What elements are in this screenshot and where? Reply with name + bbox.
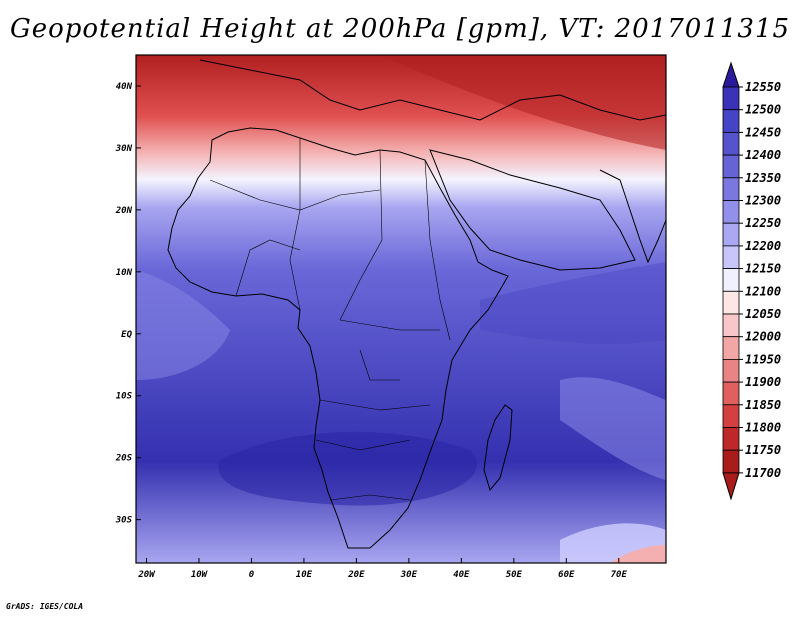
blue-low-south [218,431,478,506]
colorbar-label: 12550 [745,80,781,94]
map-title: Geopotential Height at 200hPa [gpm], VT:… [9,14,791,44]
colorbar-box [722,381,740,406]
lat-tick-label: 20N [115,206,133,216]
colorbar-label: 11750 [745,443,781,457]
colorbar-label: 12500 [745,103,781,117]
border-line [315,439,411,451]
border-line [339,149,383,321]
colorbar-label: 12450 [745,125,781,139]
colorbar-box [722,404,740,428]
country-borders [209,138,451,501]
colorbar-label: 12200 [745,239,781,253]
lat-tick-label: 20S [115,454,133,464]
lon-tick-label: 0 [249,570,255,580]
colorbar-label: 11800 [745,421,781,435]
pink-corner-se [610,545,666,563]
colorbar-box [722,358,740,383]
colorbar-label: 12350 [745,171,781,185]
colorbar: 12550 12500 12450 12400 12350 12300 12250 12200… [722,61,781,501]
colorbar-box [722,268,740,292]
arabia-coast [429,149,636,271]
colorbar-box [722,154,740,179]
colorbar-box [722,290,740,315]
colorbar-top-arrow [722,61,740,88]
colorbar-label: 11700 [745,466,781,480]
colorbar-label: 11900 [745,375,781,389]
colorbar-box [722,109,740,133]
lon-tick-label: 60E [558,570,575,580]
border-line [424,159,451,341]
lat-tick-label: 40N [116,82,133,92]
colorbar-bottom-arrow [722,472,740,501]
border-line [339,319,440,331]
lat-tick-label: 30N [115,144,133,154]
lon-tick-label: 10W [191,570,209,580]
colorbar-label: 11850 [745,398,781,412]
colorbar-label: 12100 [745,284,781,298]
colorbar-label: 12400 [745,148,781,162]
colorbar-box [722,245,740,269]
colorbar-box [722,222,740,247]
border-line [289,138,301,311]
coastlines [167,59,666,549]
map-panel: 20W 10W 0 10E 20E 30E 40E 50E 60E 70E 40N 30N 20N 10… [115,54,667,580]
lat-tick-label: 10S [116,392,133,402]
colorbar-box [722,86,740,111]
lon-tick-label: 20W [137,570,156,580]
colorbar-label: 11950 [745,352,781,366]
colorbar-box [722,427,740,451]
colorbar-label: 12000 [745,330,781,344]
blue-band-east [480,262,666,345]
europe-coast [199,59,666,121]
lat-tick-label: 10N [116,268,133,278]
colorbar-label: 12300 [745,194,781,208]
light-pocket-west [136,270,230,380]
africa-coastline [167,127,509,549]
lon-tick-label: 10E [296,570,313,580]
field-overlays [136,55,666,563]
colorbar-label: 12150 [745,262,781,276]
lon-tick-label: 50E [506,570,523,580]
madagascar-coast [483,404,513,492]
red-lobe-east [380,55,666,150]
colorbar-box [722,177,740,201]
grads-credit: GrADS: IGES/COLA [6,602,84,611]
colorbar-label: 12250 [745,216,781,230]
map-frame [135,54,667,564]
colorbar-box [722,200,740,224]
longitude-ticks: 20W 10W 0 10E 20E 30E 40E 50E 60E 70E [137,558,627,580]
lon-tick-label: 40E [453,570,470,580]
border-line [359,349,400,381]
border-line [235,239,301,297]
colorbar-box [722,449,740,474]
lon-tick-label: 20E [347,570,365,580]
india-coast [599,169,666,264]
colorbar-box [722,336,740,360]
latitude-ticks: 40N 30N 20N 10N EQ 10S 20S 30S [115,82,141,526]
colorbar-box [722,131,740,156]
lon-tick-label: 30E [400,570,418,580]
border-line [329,494,411,501]
lat-tick-label: EQ [121,330,132,340]
light-pocket-east [560,377,666,480]
colorbar-box [722,313,740,338]
colorbar-label: 12050 [745,307,781,321]
lon-tick-label: 70E [611,570,628,580]
lat-tick-label: 30S [115,516,133,526]
border-line [319,399,431,411]
